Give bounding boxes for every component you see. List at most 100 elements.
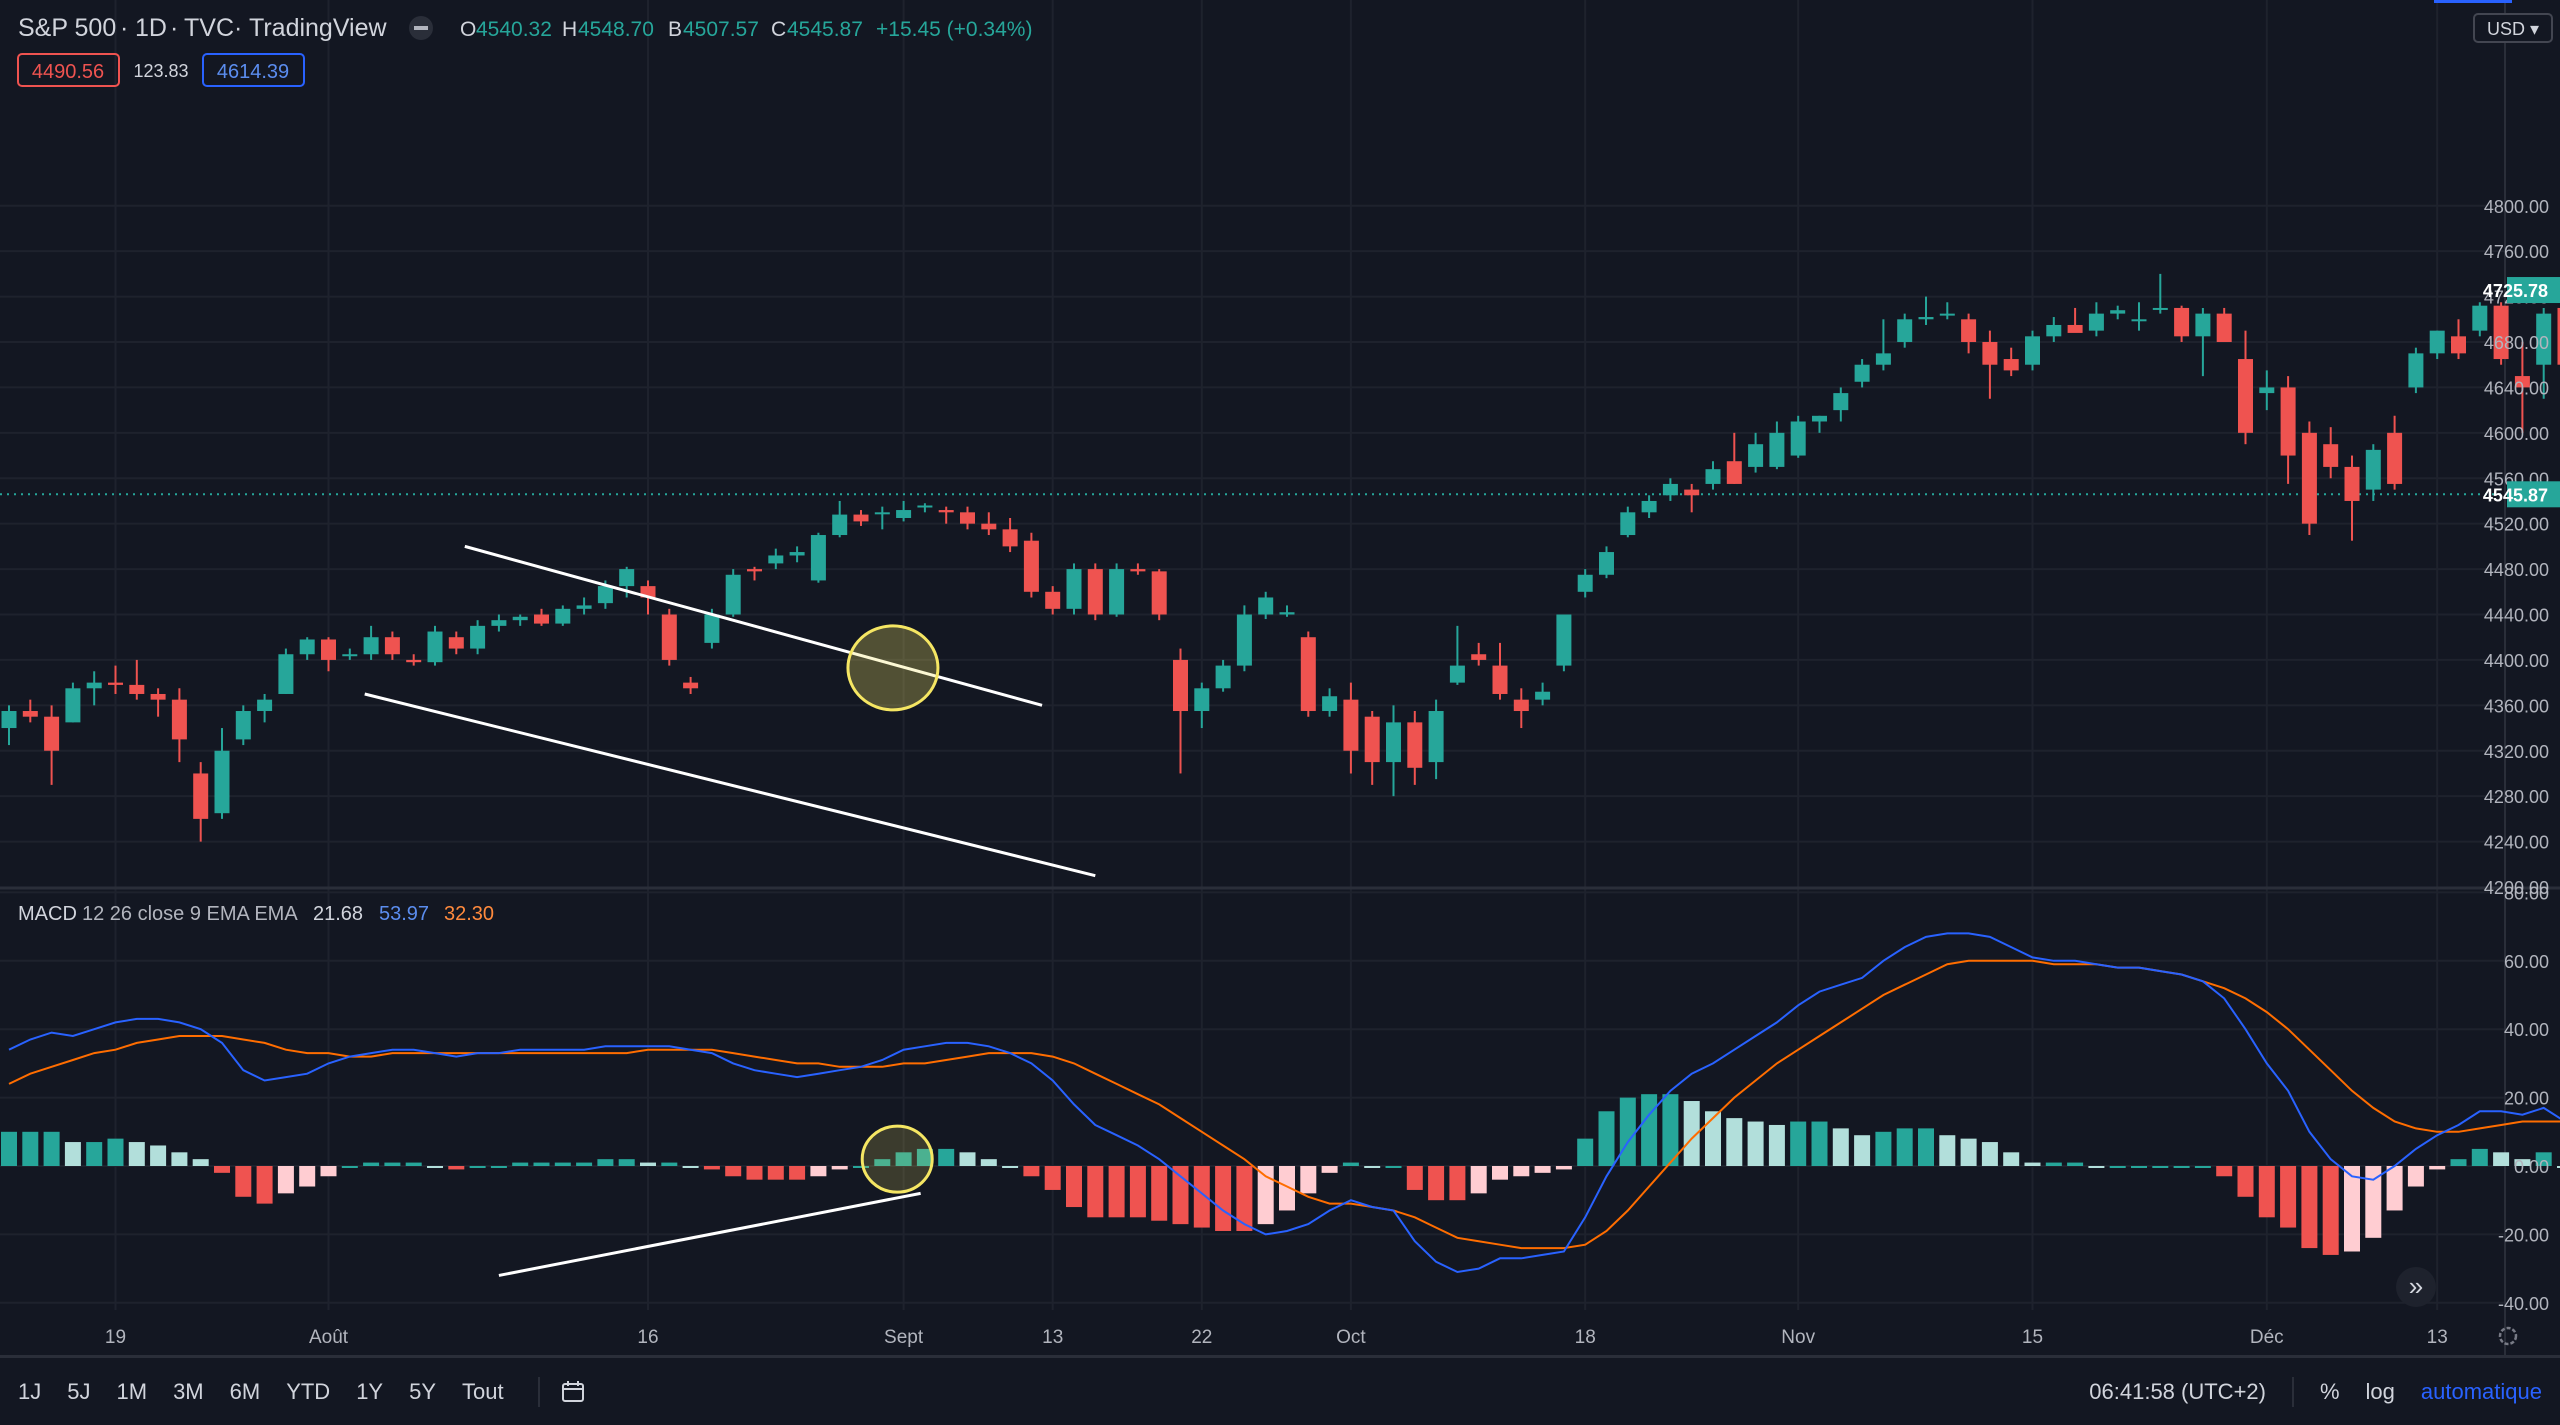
candle-body[interactable] <box>1940 314 1955 316</box>
candle-body[interactable] <box>1450 666 1465 683</box>
candle-body[interactable] <box>1876 353 1891 364</box>
macd-histogram-bar[interactable] <box>1343 1163 1359 1166</box>
candle-body[interactable] <box>1152 571 1167 614</box>
candle-body[interactable] <box>747 569 762 571</box>
macd-histogram-bar[interactable] <box>1023 1166 1039 1176</box>
candle-body[interactable] <box>193 773 208 818</box>
candle-body[interactable] <box>704 615 719 643</box>
macd-histogram-bar[interactable] <box>576 1163 592 1166</box>
macd-histogram-bar[interactable] <box>2387 1166 2403 1210</box>
candle-body[interactable] <box>1748 444 1763 467</box>
macd-histogram-bar[interactable] <box>1918 1128 1934 1166</box>
macd-histogram-bar[interactable] <box>1109 1166 1125 1217</box>
macd-histogram-bar[interactable] <box>2408 1166 2424 1187</box>
candle-body[interactable] <box>917 506 932 508</box>
macd-histogram-bar[interactable] <box>1726 1118 1742 1166</box>
candle-body[interactable] <box>854 515 869 522</box>
candle-body[interactable] <box>513 617 528 620</box>
macd-histogram-bar[interactable] <box>661 1163 677 1166</box>
candle-body[interactable] <box>1535 692 1550 700</box>
macd-histogram-bar[interactable] <box>342 1166 358 1168</box>
macd-histogram-bar[interactable] <box>129 1142 145 1166</box>
macd-histogram-bar[interactable] <box>2131 1166 2147 1168</box>
macd-histogram-bar[interactable] <box>1535 1166 1551 1173</box>
candle-body[interactable] <box>939 510 954 512</box>
range-button-ytd[interactable]: YTD <box>286 1379 330 1405</box>
macd-histogram-bar[interactable] <box>1513 1166 1529 1176</box>
candle-body[interactable] <box>2217 314 2232 342</box>
macd-histogram-bar[interactable] <box>1748 1122 1764 1166</box>
candle-body[interactable] <box>2451 336 2466 353</box>
candle-body[interactable] <box>1258 597 1273 614</box>
candle-body[interactable] <box>1556 615 1571 666</box>
candle-body[interactable] <box>1663 484 1678 495</box>
macd-histogram-bar[interactable] <box>1130 1166 1146 1217</box>
macd-histogram-bar[interactable] <box>108 1139 124 1166</box>
candle-body[interactable] <box>428 632 443 663</box>
macd-histogram-bar[interactable] <box>2003 1152 2019 1166</box>
candle-body[interactable] <box>1642 501 1657 512</box>
macd-histogram-bar[interactable] <box>1151 1166 1167 1221</box>
candle-body[interactable] <box>1684 490 1699 496</box>
candle-body[interactable] <box>2366 450 2381 490</box>
macd-histogram-bar[interactable] <box>321 1166 337 1176</box>
macd-histogram-bar[interactable] <box>1407 1166 1423 1190</box>
macd-histogram-bar[interactable] <box>2174 1166 2190 1168</box>
macd-histogram-bar[interactable] <box>1449 1166 1465 1200</box>
macd-histogram-bar[interactable] <box>2088 1166 2104 1168</box>
candle-body[interactable] <box>1897 319 1912 342</box>
macd-histogram-bar[interactable] <box>2323 1166 2339 1255</box>
macd-histogram-bar[interactable] <box>65 1142 81 1166</box>
macd-histogram-bar[interactable] <box>1556 1166 1572 1169</box>
macd-histogram-bar[interactable] <box>1897 1128 1913 1166</box>
log-scale-toggle[interactable]: log <box>2366 1379 2395 1405</box>
macd-histogram-bar[interactable] <box>832 1166 848 1169</box>
candle-body[interactable] <box>2345 467 2360 501</box>
macd-histogram-bar[interactable] <box>86 1142 102 1166</box>
candle-body[interactable] <box>2281 387 2296 455</box>
macd-histogram-bar[interactable] <box>22 1132 38 1166</box>
candle-body[interactable] <box>87 683 102 689</box>
macd-histogram-bar[interactable] <box>2280 1166 2296 1228</box>
candle-body[interactable] <box>768 555 783 563</box>
macd-cross-highlight-circle[interactable] <box>862 1126 932 1192</box>
candle-body[interactable] <box>960 512 975 523</box>
candle-body[interactable] <box>1301 637 1316 711</box>
macd-histogram-bar[interactable] <box>1258 1166 1274 1224</box>
candle-body[interactable] <box>2408 353 2423 387</box>
go-to-date-icon[interactable] <box>560 1379 586 1405</box>
range-button-6m[interactable]: 6M <box>230 1379 261 1405</box>
macd-histogram-bar[interactable] <box>491 1166 507 1168</box>
candle-body[interactable] <box>1216 666 1231 689</box>
macd-histogram-bar[interactable] <box>981 1159 997 1166</box>
macd-histogram-bar[interactable] <box>2216 1166 2232 1176</box>
macd-histogram-bar[interactable] <box>278 1166 294 1193</box>
candle-body[interactable] <box>1280 612 1295 614</box>
candle-body[interactable] <box>1620 512 1635 535</box>
candle-body[interactable] <box>1855 365 1870 382</box>
macd-histogram-bar[interactable] <box>1769 1125 1785 1166</box>
auto-scale-toggle[interactable]: automatique <box>2421 1379 2542 1405</box>
macd-histogram-bar[interactable] <box>2238 1166 2254 1197</box>
candle-body[interactable] <box>1982 342 1997 365</box>
macd-histogram-bar[interactable] <box>193 1159 209 1166</box>
candle-body[interactable] <box>449 637 464 648</box>
macd-histogram-bar[interactable] <box>299 1166 315 1187</box>
macd-histogram-bar[interactable] <box>1386 1166 1402 1168</box>
candle-body[interactable] <box>683 683 698 689</box>
candle-body[interactable] <box>491 620 506 626</box>
candle-body[interactable] <box>2472 306 2487 331</box>
candle-body[interactable] <box>2025 336 2040 364</box>
macd-histogram-bar[interactable] <box>1173 1166 1189 1224</box>
macd-histogram-bar[interactable] <box>2451 1159 2467 1166</box>
range-button-3m[interactable]: 3M <box>173 1379 204 1405</box>
candle-body[interactable] <box>385 637 400 654</box>
candle-body[interactable] <box>2259 387 2274 393</box>
candle-body[interactable] <box>2132 319 2147 321</box>
candle-body[interactable] <box>534 615 549 624</box>
macd-histogram-bar[interactable] <box>1492 1166 1508 1180</box>
macd-histogram-bar[interactable] <box>2046 1163 2062 1166</box>
macd-histogram-bar[interactable] <box>1812 1122 1828 1166</box>
macd-histogram-bar[interactable] <box>363 1163 379 1166</box>
candle-body[interactable] <box>2153 308 2168 310</box>
